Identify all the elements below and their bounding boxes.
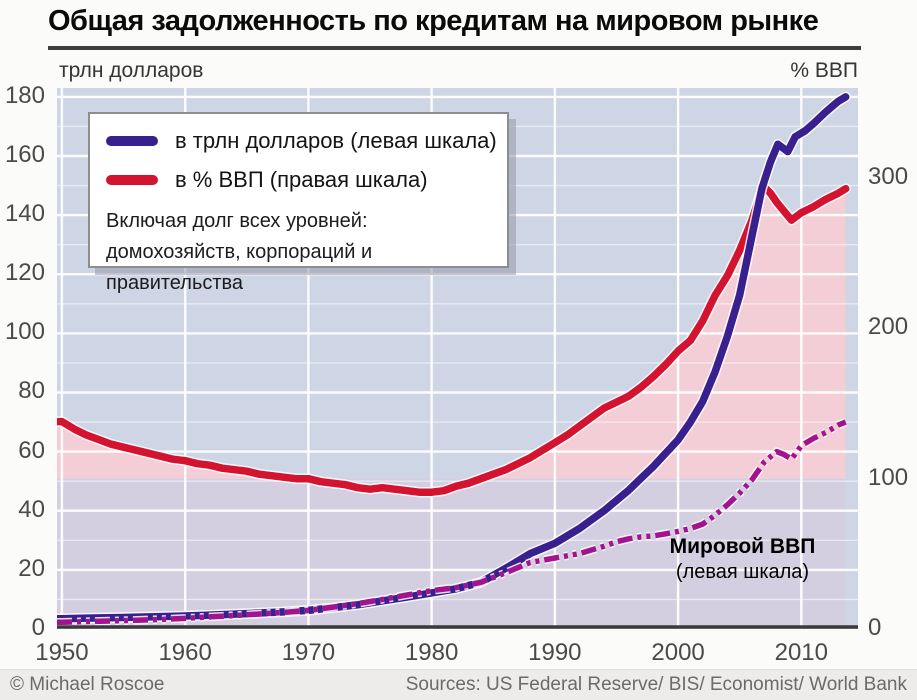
right-axis-unit-label: % ВВП xyxy=(790,59,858,82)
left-axis-tick-80: 80 xyxy=(18,377,45,405)
right-axis-tick-0: 0 xyxy=(868,614,882,641)
left-axis-tick-20: 20 xyxy=(18,554,45,582)
legend-label-debt-pct: в % ВВП (правая шкала) xyxy=(175,167,428,192)
legend-item-debt-pct: в % ВВП (правая шкала) xyxy=(106,167,491,193)
left-axis-unit-label: трлн долларов xyxy=(59,59,204,82)
left-axis-tick-140: 140 xyxy=(4,200,45,228)
legend-item-debt-usd: в трлн долларов (левая шкала) xyxy=(106,128,497,154)
legend-note-line1: Включая долг всех уровней: xyxy=(106,210,368,232)
gdp-100pct-band-fill xyxy=(57,478,846,629)
x-axis-tick-2000: 2000 xyxy=(651,639,705,666)
debt-usd-line-swatch xyxy=(106,136,158,146)
footer-sources: Sources: US Federal Reserve/ BIS/ Econom… xyxy=(405,674,907,695)
x-axis-tick-1950: 1950 xyxy=(35,639,89,666)
left-axis-tick-180: 180 xyxy=(4,81,45,109)
title-rule xyxy=(48,46,861,50)
footer-strip xyxy=(0,669,917,700)
left-axis-tick-160: 160 xyxy=(4,140,45,168)
left-axis-tick-40: 40 xyxy=(18,495,45,523)
left-axis-tick-0: 0 xyxy=(31,614,45,641)
world-gdp-annotation: Мировой ВВП (левая шкала) xyxy=(660,534,825,585)
x-axis-tick-2010: 2010 xyxy=(774,639,828,666)
x-axis-tick-1980: 1980 xyxy=(404,639,459,666)
page-title: Общая задолженность по кредитам на миров… xyxy=(48,5,819,37)
right-axis-tick-200: 200 xyxy=(868,313,909,341)
left-axis-tick-120: 120 xyxy=(4,259,45,287)
left-axis-tick-60: 60 xyxy=(18,436,45,464)
legend-note: Включая долг всех уровней: домохозяйств,… xyxy=(106,206,491,299)
x-axis-tick-1960: 1960 xyxy=(158,639,212,666)
left-axis-tick-100: 100 xyxy=(4,318,45,346)
debt-pct-line-swatch xyxy=(106,175,158,185)
total_debt_trln_usd-line xyxy=(57,93,850,623)
right-axis-tick-300: 300 xyxy=(868,163,909,191)
x-axis-tick-1970: 1970 xyxy=(281,639,336,666)
right-axis-tick-100: 100 xyxy=(868,463,909,491)
footer-credit: © Michael Roscoe xyxy=(10,674,165,695)
legend-note-line2: домохозяйств, корпораций и правительства xyxy=(106,241,373,294)
world_gdp_trln_usd-line xyxy=(57,419,847,625)
world-gdp-annotation-sub: (левая шкала) xyxy=(675,561,810,583)
x-axis-tick-1990: 1990 xyxy=(528,639,582,666)
legend-box: в трлн долларов (левая шкала) в % ВВП (п… xyxy=(88,112,509,294)
debt_pct_gdp-line xyxy=(57,181,850,496)
legend-label-debt-usd: в трлн долларов (левая шкала) xyxy=(175,128,497,153)
world-gdp-annotation-title: Мировой ВВП xyxy=(669,535,816,558)
